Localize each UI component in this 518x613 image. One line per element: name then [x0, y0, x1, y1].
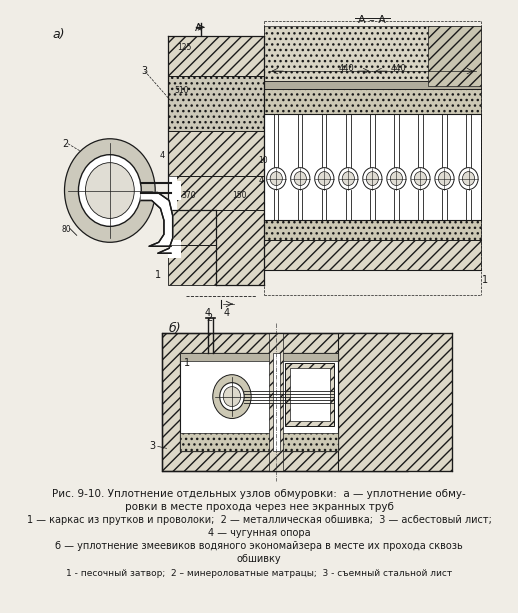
Text: 1 — каркас из прутков и проволоки;  2 — металлическая обшивка;  3 — асбестовый л: 1 — каркас из прутков и проволоки; 2 — м… — [26, 515, 492, 525]
Circle shape — [220, 383, 244, 411]
Text: б): б) — [168, 322, 181, 335]
Text: А – А: А – А — [358, 15, 386, 25]
Text: ровки в месте прохода через нее экранных труб: ровки в месте прохода через нее экранных… — [124, 502, 394, 512]
Circle shape — [223, 387, 241, 406]
Circle shape — [318, 172, 330, 186]
Text: 3: 3 — [149, 441, 155, 451]
Circle shape — [294, 172, 306, 186]
Text: 1: 1 — [155, 270, 161, 280]
Circle shape — [291, 167, 310, 189]
Circle shape — [366, 172, 379, 186]
Bar — [168, 240, 181, 258]
Text: 4: 4 — [205, 308, 211, 318]
Bar — [168, 175, 264, 210]
Circle shape — [463, 172, 474, 186]
Circle shape — [414, 172, 426, 186]
Bar — [285, 363, 334, 427]
Circle shape — [438, 172, 451, 186]
Bar — [290, 368, 329, 422]
Text: 1 - песочный затвор;  2 – минероловатные матрацы;  3 - съемный стальной лист: 1 - песочный затвор; 2 – минероловатные … — [66, 569, 452, 578]
Text: Рис. 9-10. Уплотнение отдельных узлов обмуровки:  а — уплотнение обму-: Рис. 9-10. Уплотнение отдельных узлов об… — [52, 489, 466, 499]
Bar — [180, 353, 338, 451]
Text: а): а) — [52, 28, 65, 41]
Circle shape — [78, 154, 141, 226]
Circle shape — [363, 167, 382, 189]
Bar — [168, 245, 216, 285]
Circle shape — [65, 139, 155, 242]
Circle shape — [435, 167, 454, 189]
Circle shape — [267, 167, 286, 189]
Bar — [264, 240, 481, 270]
Bar — [168, 181, 181, 200]
Circle shape — [387, 167, 406, 189]
Polygon shape — [141, 192, 172, 253]
Bar — [273, 353, 280, 451]
Text: 4: 4 — [160, 151, 165, 160]
Bar — [264, 81, 481, 89]
Text: 125: 125 — [177, 43, 191, 52]
Text: 440: 440 — [338, 64, 354, 73]
Bar — [162, 333, 408, 471]
Circle shape — [339, 167, 358, 189]
Bar — [338, 333, 452, 471]
Text: 1: 1 — [184, 358, 190, 368]
Text: 4 — чугунная опора: 4 — чугунная опора — [208, 528, 310, 538]
Text: 510: 510 — [175, 86, 189, 95]
Bar — [168, 210, 216, 245]
Bar — [264, 89, 481, 114]
Bar — [264, 221, 481, 240]
Circle shape — [342, 172, 354, 186]
Text: 150: 150 — [232, 191, 247, 199]
Bar — [168, 76, 264, 131]
Text: 3: 3 — [141, 66, 148, 76]
Text: обшивку: обшивку — [237, 554, 281, 564]
Text: 4: 4 — [223, 308, 229, 318]
Text: 370: 370 — [181, 191, 196, 199]
Bar — [269, 333, 283, 471]
Circle shape — [459, 167, 478, 189]
Circle shape — [411, 167, 430, 189]
Text: А: А — [195, 23, 203, 33]
Text: 2: 2 — [206, 313, 212, 323]
Polygon shape — [428, 26, 481, 86]
Circle shape — [315, 167, 334, 189]
Circle shape — [391, 172, 402, 186]
Circle shape — [213, 375, 251, 419]
Bar — [264, 114, 481, 221]
Circle shape — [85, 162, 134, 218]
Text: 80: 80 — [62, 226, 71, 234]
Bar — [168, 131, 264, 175]
Bar — [180, 353, 338, 361]
Text: 4: 4 — [258, 175, 263, 185]
Bar — [216, 210, 264, 285]
Bar — [168, 36, 264, 76]
Bar — [180, 433, 338, 451]
Text: 10: 10 — [258, 156, 268, 165]
Text: 2: 2 — [62, 139, 68, 149]
Text: б — уплотнение змеевиков водяного экономайзера в месте их прохода сквозь: б — уплотнение змеевиков водяного эконом… — [55, 541, 463, 551]
Circle shape — [270, 172, 282, 186]
Bar — [264, 26, 481, 81]
Bar — [180, 353, 404, 451]
Text: 440: 440 — [391, 64, 407, 73]
Text: 1: 1 — [482, 275, 488, 285]
Bar — [168, 175, 177, 210]
